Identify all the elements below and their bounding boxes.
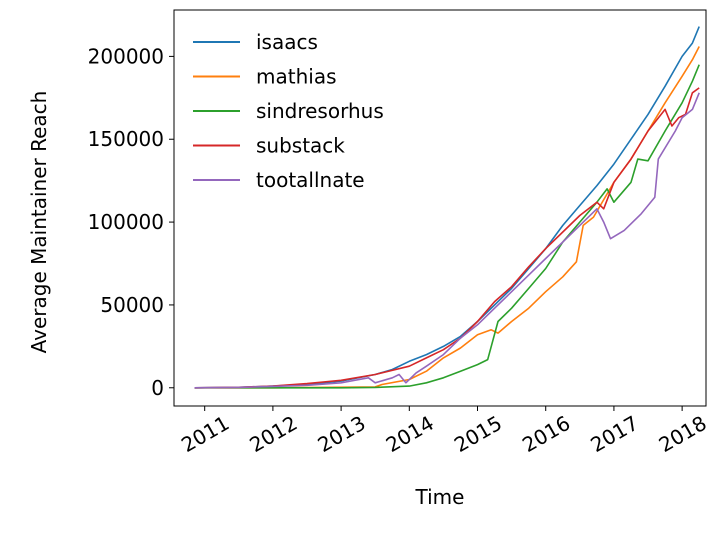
legend-label-substack: substack bbox=[256, 134, 345, 158]
x-axis: 2011 2012 2013 2014 2015 2016 2017 2018 bbox=[177, 406, 711, 457]
x-tick-label: 2011 bbox=[177, 411, 233, 457]
x-tick-label: 2015 bbox=[450, 411, 506, 457]
x-axis-title: Time bbox=[415, 485, 465, 509]
legend-label-tootallnate: tootallnate bbox=[256, 168, 365, 192]
series-line-sindresorhus bbox=[194, 64, 700, 389]
x-tick-label: 2017 bbox=[586, 411, 642, 457]
x-tick-label: 2012 bbox=[245, 411, 301, 457]
y-axis-title: Average Maintainer Reach bbox=[27, 91, 51, 354]
legend-label-isaacs: isaacs bbox=[256, 30, 318, 54]
legend-label-sindresorhus: sindresorhus bbox=[256, 99, 384, 123]
y-tick-label: 50000 bbox=[100, 293, 164, 317]
y-tick-label: 0 bbox=[151, 376, 164, 400]
series-line-tootallnate bbox=[194, 92, 700, 389]
x-tick-label: 2018 bbox=[655, 411, 711, 457]
series-line-substack bbox=[194, 87, 700, 389]
x-tick-label: 2014 bbox=[382, 411, 438, 457]
y-axis: 0 50000 100000 150000 200000 bbox=[88, 44, 174, 400]
x-tick-label: 2013 bbox=[314, 411, 370, 457]
series-line-mathias bbox=[194, 46, 700, 389]
plot-frame bbox=[173, 9, 707, 407]
legend-label-mathias: mathias bbox=[256, 65, 337, 89]
x-tick-label: 2016 bbox=[518, 411, 574, 457]
y-tick-label: 100000 bbox=[88, 210, 164, 234]
y-tick-label: 150000 bbox=[88, 127, 164, 151]
y-tick-label: 200000 bbox=[88, 44, 164, 68]
legend: isaacs mathias sindresorhus substack tootall… bbox=[193, 30, 384, 192]
plot-lines bbox=[194, 26, 700, 389]
